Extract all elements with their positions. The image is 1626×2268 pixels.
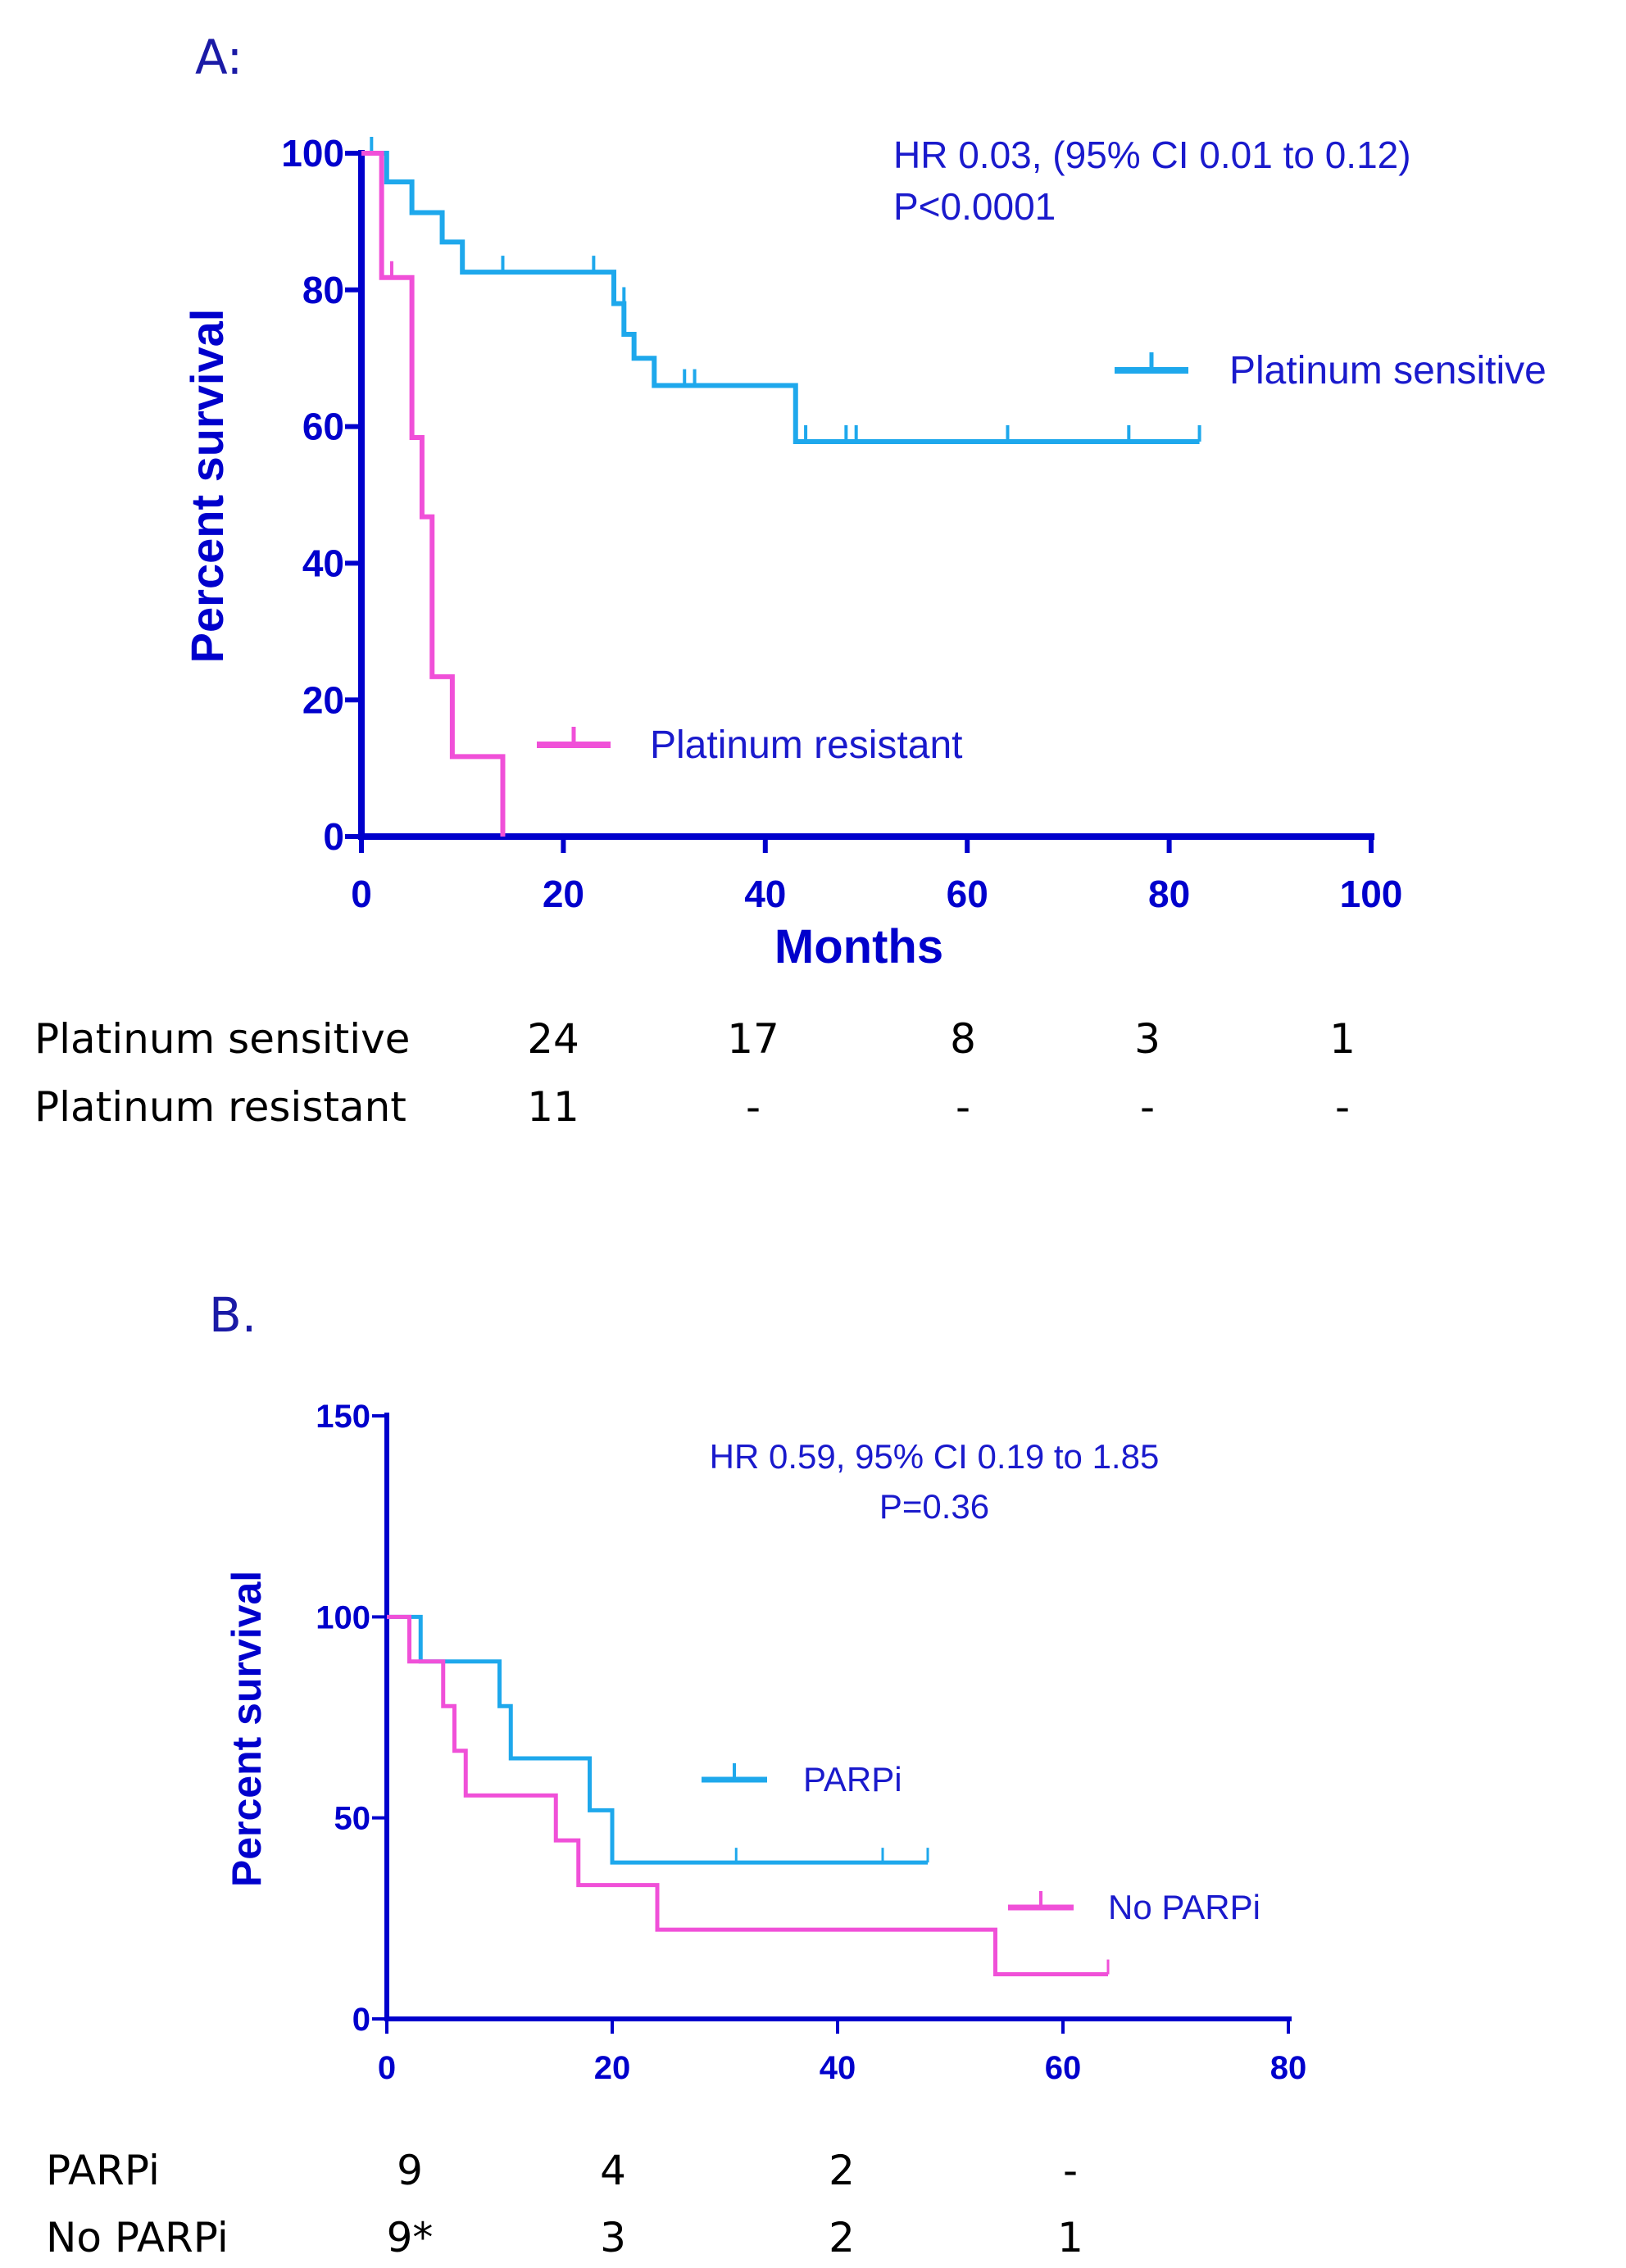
panel-a-risk-cell: - bbox=[1140, 1083, 1155, 1131]
panel-b-x-tick-label: 40 bbox=[820, 2050, 856, 2086]
panel-a-y-tick-label: 100 bbox=[281, 132, 344, 175]
panel-a-risk-row-label: Platinum resistant bbox=[34, 1083, 406, 1131]
panel-b-risk-cell: 2 bbox=[829, 2214, 855, 2261]
panel-a-series-platinum-resistant-line bbox=[361, 151, 506, 837]
panel-b-x-tick-label: 80 bbox=[1270, 2050, 1307, 2086]
panel-a-risk-row-label: Platinum sensitive bbox=[34, 1015, 410, 1063]
panel-b-risk-cell: 9 bbox=[397, 2147, 423, 2194]
panel-a-risk-cell: - bbox=[1335, 1083, 1350, 1131]
panel-a-y-tick-label: 40 bbox=[302, 542, 344, 585]
panel-a-risk-cell: 17 bbox=[727, 1015, 779, 1063]
panel-a-risk-cell: 11 bbox=[527, 1083, 579, 1131]
panel-a-y-tick-label: 60 bbox=[302, 406, 344, 448]
panel-a-legend-sensitive: Platinum sensitive bbox=[1115, 349, 1547, 392]
panel-a-x-tick-label: 20 bbox=[543, 873, 584, 915]
panel-a-y-tick-label: 0 bbox=[323, 815, 344, 858]
panel-a-risk-cell: 8 bbox=[950, 1015, 976, 1063]
panel-b-x-tick-label: 0 bbox=[378, 2050, 396, 2086]
panel-a-risk-cell: 1 bbox=[1329, 1015, 1356, 1063]
panel-a-plot: 0 20 40 60 80 100 0 20 40 60 80 100 bbox=[281, 132, 1402, 915]
panel-b-y-tick-label: 0 bbox=[352, 2002, 370, 2038]
panel-b-risk-cell: 9* bbox=[387, 2214, 434, 2261]
panel-b-y-tick-label: 100 bbox=[316, 1599, 370, 1635]
panel-a-y-tick-label: 80 bbox=[302, 269, 344, 311]
legend-label-parpi: PARPi bbox=[803, 1760, 902, 1799]
panel-b-risk-cell: 2 bbox=[829, 2147, 855, 2194]
panel-a-legend-resistant: Platinum resistant bbox=[537, 723, 963, 767]
panel-a-hr-annotation: HR 0.03, (95% CI 0.01 to 0.12) bbox=[893, 134, 1411, 176]
panel-b-p-annotation: P=0.36 bbox=[879, 1487, 989, 1526]
panel-b-x-tick-label: 20 bbox=[594, 2050, 631, 2086]
panel-b-risk-row-label: No PARPi bbox=[46, 2214, 229, 2261]
panel-b-plot: 0 50 100 150 0 20 40 60 80 bbox=[316, 1399, 1306, 2086]
panel-b-hr-annotation: HR 0.59, 95% CI 0.19 to 1.85 bbox=[710, 1437, 1160, 1476]
panel-a-y-tick-label: 20 bbox=[302, 678, 344, 721]
panel-a-label: A: bbox=[195, 29, 243, 85]
legend-label-no-parpi: No PARPi bbox=[1108, 1888, 1260, 1926]
legend-label-platinum-sensitive: Platinum sensitive bbox=[1229, 349, 1547, 392]
panel-b-legend-parpi: PARPi bbox=[702, 1760, 902, 1799]
panel-b-risk-cell: 3 bbox=[600, 2214, 626, 2261]
panel-a-x-tick-label: 40 bbox=[744, 873, 786, 915]
panel-a-x-tick-label: 60 bbox=[947, 873, 988, 915]
panel-a-x-tick-label: 80 bbox=[1148, 873, 1190, 915]
panel-b-legend-no-parpi: No PARPi bbox=[1008, 1888, 1260, 1926]
panel-a-risk-cell: 24 bbox=[527, 1015, 579, 1063]
panel-b-risk-cell: 1 bbox=[1057, 2214, 1083, 2261]
panel-b-series-parpi-line bbox=[387, 1614, 928, 1865]
panel-b-label: B. bbox=[209, 1287, 257, 1343]
panel-b-risk-cell: - bbox=[1063, 2147, 1078, 2194]
panel-a-p-annotation: P<0.0001 bbox=[893, 185, 1056, 228]
panel-b-x-tick-label: 60 bbox=[1045, 2050, 1082, 2086]
panel-b-risk-row-label: PARPi bbox=[46, 2147, 160, 2194]
panel-a-y-axis-title: Percent survival bbox=[181, 309, 233, 664]
panel-a-risk-table: Platinum sensitive 24 17 8 3 1 Platinum resist… bbox=[34, 1015, 1356, 1131]
panel-a-x-tick-label: 100 bbox=[1340, 873, 1403, 915]
panel-b-y-tick-label: 150 bbox=[316, 1399, 370, 1435]
panel-a: A: 0 20 40 60 80 100 0 20 40 60 80 100 HR 0.03, (95… bbox=[34, 29, 1547, 1131]
panel-a-risk-cell: - bbox=[956, 1083, 970, 1131]
panel-b-y-tick-label: 50 bbox=[334, 1801, 371, 1837]
panel-a-risk-cell: - bbox=[746, 1083, 761, 1131]
panel-a-risk-cell: 3 bbox=[1134, 1015, 1160, 1063]
panel-a-x-tick-label: 0 bbox=[351, 873, 372, 915]
panel-b-y-axis-title: Percent survival bbox=[224, 1571, 270, 1887]
panel-a-series-platinum-sensitive-line bbox=[361, 151, 1200, 444]
panel-a-x-axis-title: Months bbox=[774, 920, 943, 973]
panel-b-series-no-parpi-line bbox=[387, 1614, 1108, 1977]
legend-label-platinum-resistant: Platinum resistant bbox=[650, 723, 963, 767]
panel-b-risk-table: PARPi 9 4 2 - No PARPi 9* 3 2 1 bbox=[46, 2147, 1083, 2261]
panel-b-risk-cell: 4 bbox=[600, 2147, 626, 2194]
panel-b: B. 0 50 100 150 0 20 40 60 80 HR 0.59, 95% CI 0.… bbox=[46, 1287, 1306, 2261]
